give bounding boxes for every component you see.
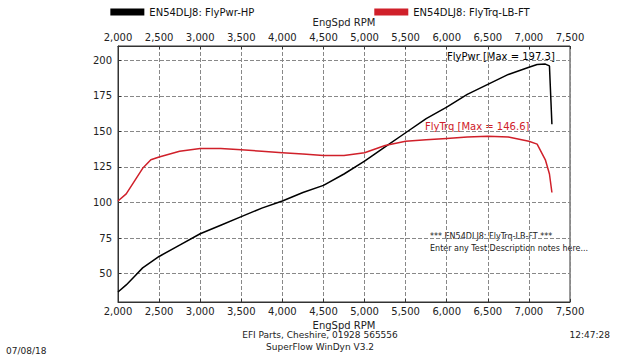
- svg-text:SuperFlow WinDyn V3.2: SuperFlow WinDyn V3.2: [266, 342, 374, 352]
- svg-text:7,000: 7,000: [515, 306, 544, 317]
- svg-text:7,000: 7,000: [515, 32, 544, 43]
- svg-text:2,500: 2,500: [145, 32, 174, 43]
- svg-text:6,000: 6,000: [432, 306, 461, 317]
- svg-text:3,500: 3,500: [227, 32, 256, 43]
- svg-text:2,500: 2,500: [145, 306, 174, 317]
- svg-text:4,000: 4,000: [268, 306, 297, 317]
- svg-text:5,500: 5,500: [391, 32, 420, 43]
- svg-text:Enter any Test Description not: Enter any Test Description notes here...: [430, 244, 588, 253]
- svg-text:200: 200: [93, 55, 112, 66]
- svg-text:07/08/18: 07/08/18: [6, 346, 47, 356]
- svg-text:50: 50: [99, 268, 112, 279]
- svg-text:2,000: 2,000: [104, 32, 133, 43]
- svg-text:12:47:28: 12:47:28: [570, 330, 611, 340]
- svg-text:5,000: 5,000: [350, 306, 379, 317]
- svg-text:EN54DLJ8: FlyPwr-HP: EN54DLJ8: FlyPwr-HP: [149, 7, 254, 18]
- svg-text:4,500: 4,500: [309, 32, 338, 43]
- svg-text:3,000: 3,000: [186, 306, 215, 317]
- svg-text:6,000: 6,000: [432, 32, 461, 43]
- svg-text:5,500: 5,500: [391, 306, 420, 317]
- svg-text:EngSpd RPM: EngSpd RPM: [313, 320, 376, 331]
- svg-text:75: 75: [99, 233, 112, 244]
- svg-text:2,000: 2,000: [104, 306, 133, 317]
- svg-text:3,000: 3,000: [186, 32, 215, 43]
- svg-text:FlyTrq [Max = 146.6]: FlyTrq [Max = 146.6]: [425, 121, 529, 132]
- svg-text:100: 100: [93, 197, 112, 208]
- svg-text:7,500: 7,500: [556, 306, 585, 317]
- svg-text:6,500: 6,500: [473, 32, 502, 43]
- svg-text:6,500: 6,500: [473, 306, 502, 317]
- svg-text:150: 150: [93, 126, 112, 137]
- svg-text:7,500: 7,500: [556, 32, 585, 43]
- svg-text:EngSpd RPM: EngSpd RPM: [313, 17, 376, 28]
- svg-text:5,000: 5,000: [350, 32, 379, 43]
- svg-text:4,000: 4,000: [268, 32, 297, 43]
- svg-text:4,500: 4,500: [309, 306, 338, 317]
- svg-text:EN54DLJ8: FlyTrq-LB-FT: EN54DLJ8: FlyTrq-LB-FT: [413, 7, 530, 18]
- svg-text:*** EN54DLJ8: FlyTrq-LB-FT ***: *** EN54DLJ8: FlyTrq-LB-FT ***: [430, 232, 552, 241]
- svg-text:EFI Parts, Cheshire, 01928 565: EFI Parts, Cheshire, 01928 565556: [242, 329, 398, 340]
- svg-text:3,500: 3,500: [227, 306, 256, 317]
- svg-text:FlyPwr [Max = 197.3]: FlyPwr [Max = 197.3]: [447, 51, 555, 62]
- svg-text:125: 125: [93, 161, 112, 172]
- svg-text:175: 175: [93, 90, 112, 101]
